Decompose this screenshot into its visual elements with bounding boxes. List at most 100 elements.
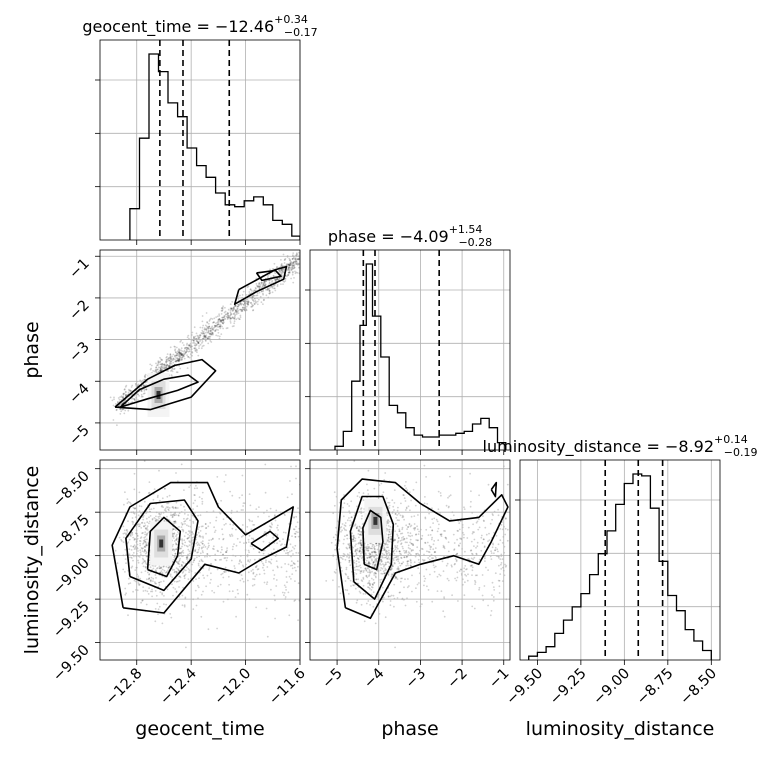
tick-label-y-luminosity_distance: −8.50 — [50, 468, 93, 511]
scatter-point — [245, 309, 248, 311]
scatter-point — [177, 359, 180, 361]
scatter-point — [484, 526, 487, 529]
scatter-point — [188, 552, 191, 555]
scatter-point — [362, 584, 365, 587]
scatter-point — [497, 508, 499, 511]
scatter-point — [225, 551, 227, 554]
scatter-point — [443, 596, 445, 598]
scatter-point — [270, 562, 272, 565]
scatter-point — [297, 262, 300, 265]
scatter-point — [148, 573, 151, 576]
scatter-point — [140, 527, 143, 529]
scatter-point — [175, 548, 178, 551]
scatter-point — [175, 560, 178, 563]
scatter-point — [375, 544, 378, 547]
scatter-point — [184, 352, 187, 355]
scatter-point — [196, 551, 199, 554]
scatter-point — [281, 543, 283, 545]
scatter-point — [506, 528, 509, 531]
scatter-point — [278, 269, 281, 272]
scatter-point — [118, 536, 121, 539]
scatter-point — [417, 533, 420, 535]
scatter-point — [163, 363, 166, 366]
scatter-point — [360, 544, 363, 547]
scatter-point — [183, 574, 186, 577]
scatter-point — [281, 272, 283, 275]
scatter-point — [367, 571, 369, 573]
scatter-point — [406, 586, 409, 589]
scatter-point — [193, 487, 196, 490]
scatter-point — [292, 267, 295, 270]
scatter-point — [448, 495, 451, 498]
scatter-point — [294, 260, 296, 263]
scatter-point — [247, 571, 250, 574]
scatter-point — [172, 528, 174, 530]
scatter-point — [393, 489, 396, 491]
scatter-point — [143, 460, 146, 462]
scatter-point — [492, 542, 494, 545]
scatter-point — [265, 583, 268, 585]
scatter-point — [293, 277, 295, 279]
scatter-point — [483, 538, 485, 541]
scatter-point — [255, 565, 258, 567]
scatter-point — [125, 529, 128, 531]
scatter-point — [453, 542, 456, 544]
scatter-point — [287, 563, 290, 566]
scatter-point — [351, 540, 354, 543]
scatter-distance-vs-phase — [325, 460, 509, 649]
scatter-point — [266, 635, 269, 638]
scatter-point — [140, 393, 143, 396]
scatter-point — [383, 479, 386, 481]
scatter-point — [261, 282, 264, 284]
scatter-point — [180, 354, 183, 356]
axis-label-x-luminosity_distance: luminosity_distance — [526, 718, 715, 740]
scatter-point — [260, 560, 263, 563]
scatter-point — [388, 530, 391, 533]
scatter-point — [404, 509, 407, 511]
scatter-point — [175, 548, 178, 550]
scatter-point — [231, 301, 234, 303]
scatter-point — [194, 347, 197, 350]
scatter-point — [357, 557, 360, 560]
scatter-point — [438, 573, 441, 576]
scatter-point — [247, 300, 250, 303]
scatter-point — [372, 544, 375, 546]
scatter-point — [262, 293, 264, 296]
scatter-point — [174, 360, 177, 363]
scatter-point — [155, 577, 157, 579]
scatter-point — [499, 558, 502, 560]
scatter-point — [143, 551, 146, 553]
scatter-point — [167, 365, 170, 368]
scatter-point — [202, 337, 205, 340]
scatter-point — [256, 568, 259, 571]
scatter-point — [197, 342, 200, 345]
scatter-point — [286, 274, 289, 277]
scatter-point — [341, 558, 344, 560]
scatter-point — [216, 325, 219, 328]
scatter-point — [274, 519, 277, 522]
scatter-point — [178, 586, 180, 588]
scatter-point — [120, 396, 123, 398]
scatter-point — [412, 543, 414, 545]
scatter-point — [373, 560, 375, 563]
scatter-point — [480, 534, 483, 537]
scatter-point — [295, 477, 297, 480]
scatter-point — [195, 348, 198, 351]
scatter-point — [175, 561, 178, 563]
scatter-point — [140, 381, 143, 384]
scatter-point — [250, 570, 253, 572]
scatter-point — [398, 591, 401, 594]
scatter-point — [298, 527, 300, 530]
scatter-point — [291, 535, 293, 537]
scatter-point — [180, 504, 182, 506]
scatter-point — [360, 570, 362, 573]
scatter-point — [179, 367, 182, 370]
scatter-point — [200, 593, 203, 596]
scatter-point — [386, 557, 388, 560]
scatter-point — [434, 565, 437, 568]
scatter-point — [149, 566, 152, 569]
scatter-point — [290, 277, 292, 280]
scatter-point — [146, 529, 149, 531]
scatter-point — [373, 556, 375, 559]
scatter-point — [351, 532, 353, 535]
